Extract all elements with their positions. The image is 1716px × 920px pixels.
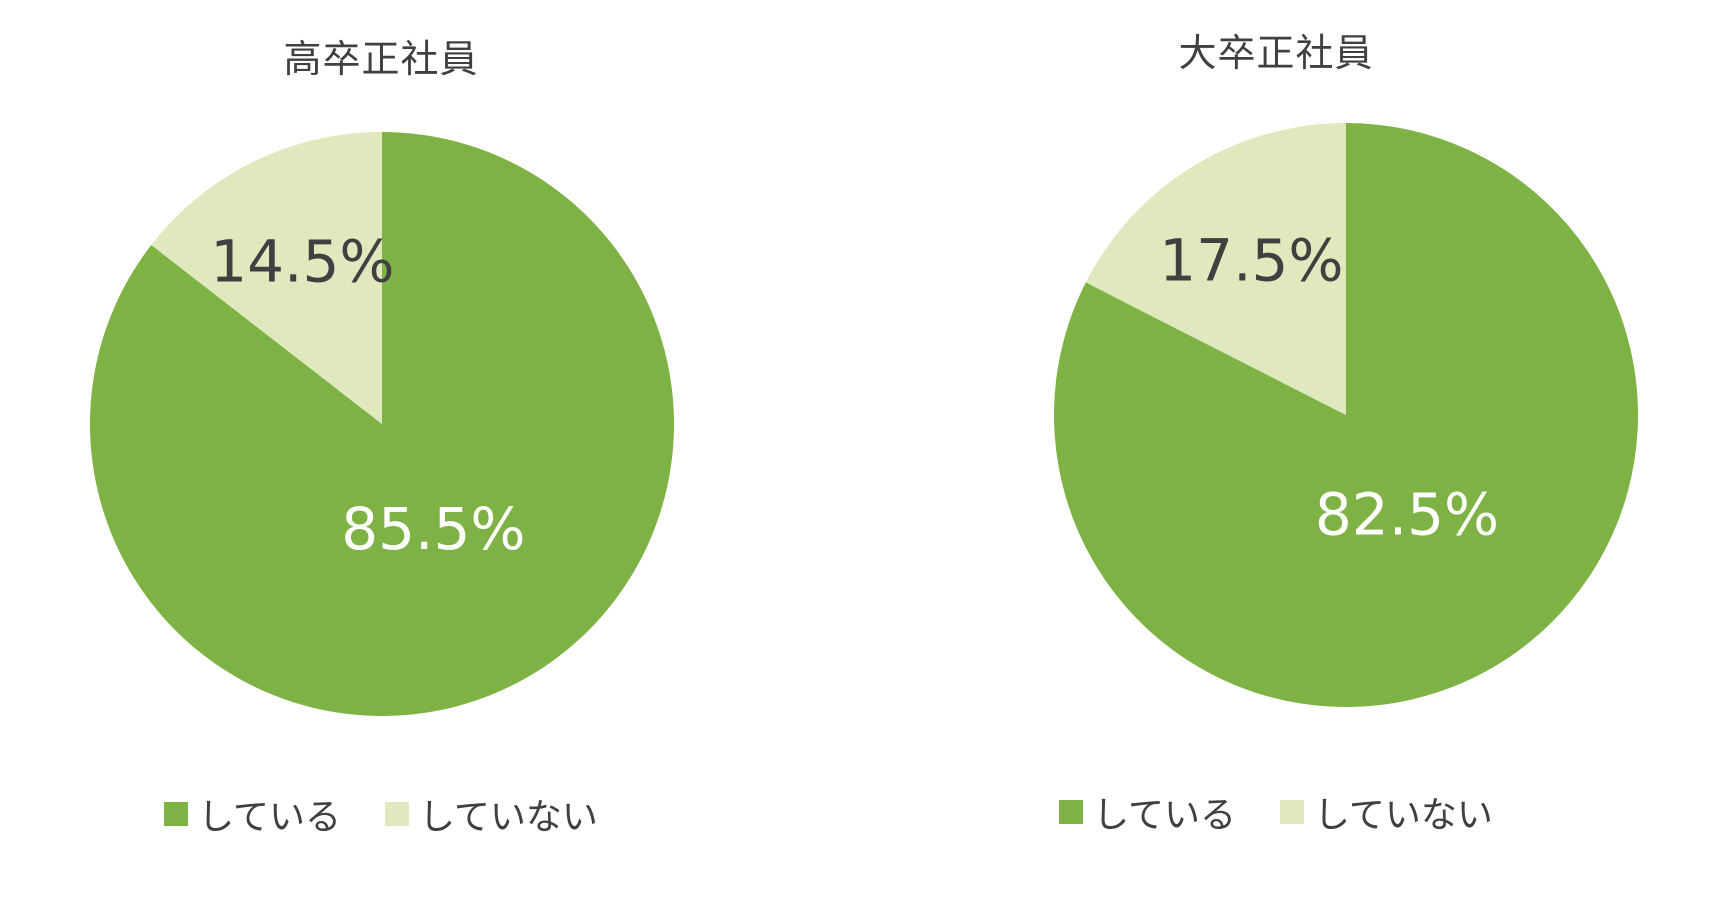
pie-slice-shiteinai — [151, 132, 382, 424]
chart-university: 大卒正社員 82.5% 17.5% している していない — [858, 0, 1716, 920]
legend: している していない — [847, 786, 1705, 838]
legend-label-shiteiru: している — [198, 797, 341, 838]
legend-label-shiteinai: していない — [419, 797, 598, 838]
chart-high-school: 高卒正社員 85.5% 14.5% している していない — [0, 37, 810, 840]
pie-chart: 82.5% 17.5% — [1054, 123, 1638, 707]
data-label-shiteiru: 82.5% — [1315, 481, 1499, 549]
pie-chart: 85.5% 14.5% — [89, 132, 675, 716]
legend-item-shiteiru: している — [1059, 786, 1236, 838]
data-label-shiteiru: 85.5% — [341, 495, 525, 563]
legend-swatch-shiteiru — [164, 802, 189, 826]
chart-title: 高卒正社員 — [283, 37, 479, 81]
legend-label-shiteinai: していない — [1314, 795, 1493, 836]
legend: している していない — [0, 788, 810, 840]
legend-swatch-shiteinai — [1280, 800, 1304, 824]
data-label-shiteinai: 17.5% — [1159, 227, 1343, 295]
legend-item-shiteiru: している — [164, 788, 341, 840]
data-label-shiteinai: 14.5% — [210, 227, 394, 295]
pie-slice-shiteiru — [89, 132, 675, 716]
legend-item-shiteinai: していない — [1280, 786, 1493, 838]
legend-label-shiteiru: している — [1093, 795, 1236, 836]
legend-swatch-shiteinai — [385, 802, 409, 826]
chart-title: 大卒正社員 — [1178, 31, 1374, 75]
pie-slice-shiteinai — [1085, 123, 1346, 415]
legend-swatch-shiteiru — [1059, 800, 1084, 824]
legend-item-shiteinai: していない — [385, 788, 598, 840]
